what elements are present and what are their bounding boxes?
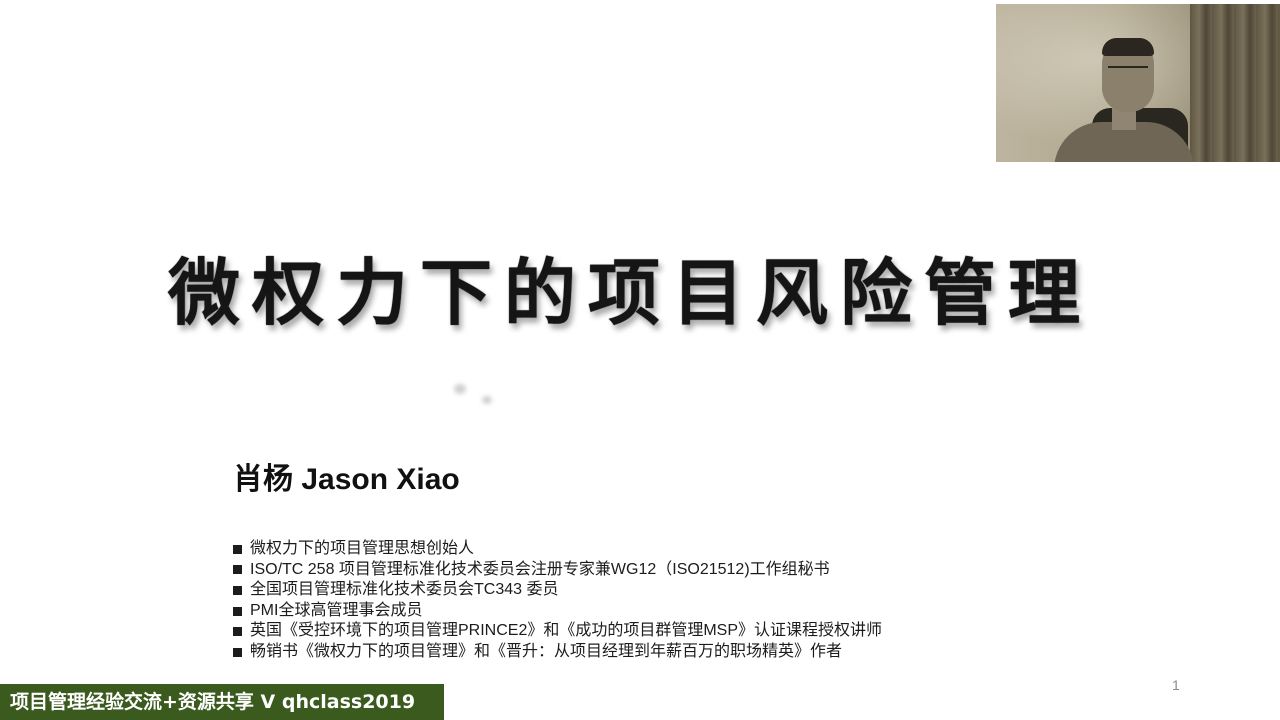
list-item: PMI全球高管理事会成员: [233, 601, 882, 622]
square-bullet-icon: [233, 647, 242, 657]
webcam-video-overlay: [996, 4, 1280, 162]
credential-text: 微权力下的项目管理思想创始人: [250, 540, 475, 557]
presenter-video-hair: [1102, 38, 1154, 56]
credentials-list: 微权力下的项目管理思想创始人 ISO/TC 258 项目管理标准化技术委员会注册…: [233, 539, 882, 663]
presenter-video-neck: [1112, 108, 1136, 130]
square-bullet-icon: [233, 544, 242, 554]
credential-text: 全国项目管理标准化技术委员会TC343 委员: [250, 581, 559, 599]
square-bullet-icon: [233, 606, 242, 616]
credential-text: 英国《受控环境下的项目管理PRINCE2》和《成功的项目群管理MSP》认证课程授…: [250, 622, 883, 640]
decorative-smudge: [482, 396, 492, 404]
slide-title: 微权力下的项目风险管理: [168, 250, 1093, 335]
credential-text: ISO/TC 258 项目管理标准化技术委员会注册专家兼WG12（ISO2151…: [250, 560, 830, 578]
credential-text: 畅销书《微权力下的项目管理》和《晋升：从项目经理到年薪百万的职场精英》作者: [250, 642, 843, 660]
presenter-name: 肖杨 Jason Xiao: [233, 463, 460, 496]
list-item: 畅销书《微权力下的项目管理》和《晋升：从项目经理到年薪百万的职场精英》作者: [233, 642, 882, 663]
presenter-video-glasses: [1108, 66, 1148, 78]
list-item: 英国《受控环境下的项目管理PRINCE2》和《成功的项目群管理MSP》认证课程授…: [233, 621, 882, 642]
square-bullet-icon: [233, 627, 242, 637]
square-bullet-icon: [233, 585, 242, 595]
list-item: ISO/TC 258 项目管理标准化技术委员会注册专家兼WG12（ISO2151…: [233, 560, 882, 581]
decorative-smudge: [454, 384, 466, 394]
watermark-banner: 项目管理经验交流+资源共享 V qhclass2019: [0, 684, 444, 720]
square-bullet-icon: [233, 565, 242, 575]
list-item: 微权力下的项目管理思想创始人: [233, 539, 882, 560]
slide-page-number: 1: [1172, 677, 1180, 693]
list-item: 全国项目管理标准化技术委员会TC343 委员: [233, 580, 882, 601]
credential-text: PMI全球高管理事会成员: [250, 601, 423, 619]
webcam-curtain: [1190, 4, 1280, 162]
